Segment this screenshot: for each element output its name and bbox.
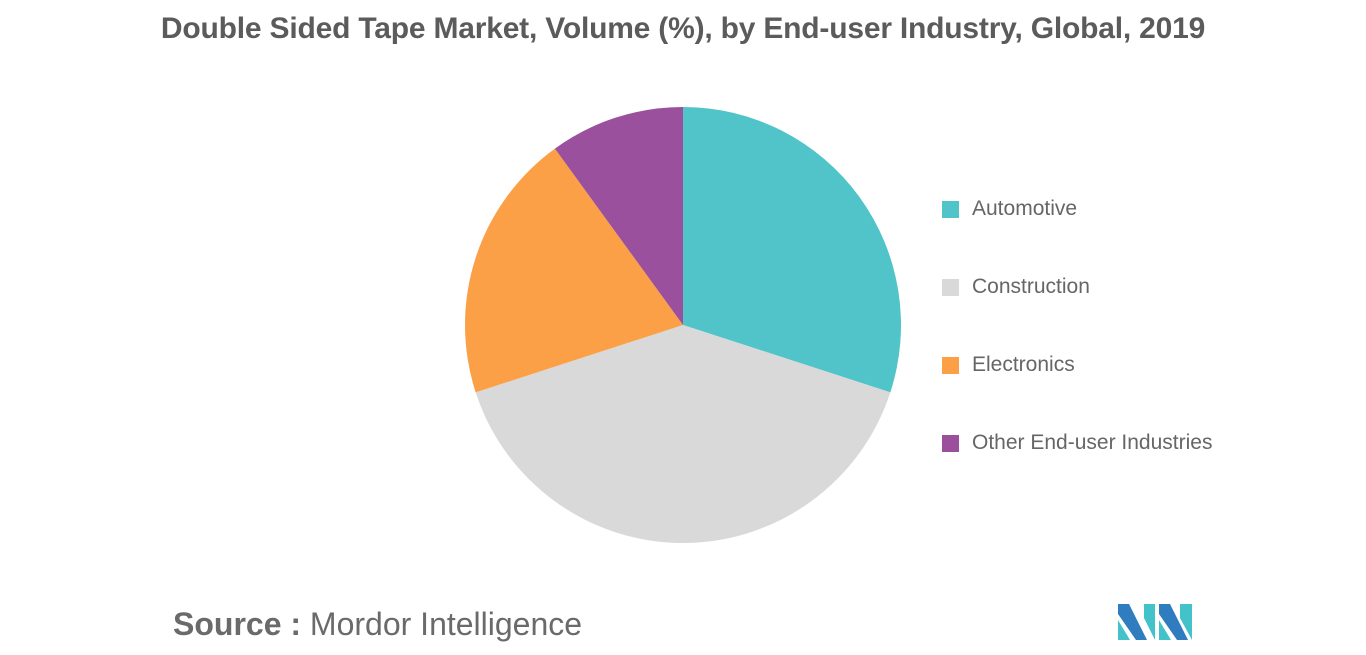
pie-slice-other [554, 107, 683, 325]
pie-slice-construction [475, 325, 891, 544]
chart-legend: Automotive Construction Electronics Othe… [942, 192, 1212, 504]
legend-item-construction: Construction [942, 270, 1212, 304]
legend-swatch-construction [942, 278, 959, 296]
legend-swatch-electronics [942, 356, 959, 374]
pie-slice-automotive [683, 107, 902, 393]
legend-item-electronics: Electronics [942, 348, 1212, 382]
chart-title: Double Sided Tape Market, Volume (%), by… [160, 12, 1206, 45]
pie-slices [464, 107, 902, 544]
source-note: Source : Mordor Intelligence [173, 606, 582, 643]
source-name: Mordor Intelligence [309, 606, 583, 642]
legend-label-automotive: Automotive [972, 197, 1078, 220]
mordor-intelligence-logo-icon [1118, 604, 1192, 640]
legend-label-electronics: Electronics [972, 353, 1075, 376]
pie-slice-electronics [464, 148, 683, 393]
legend-label-construction: Construction [972, 275, 1090, 298]
legend-swatch-other [942, 434, 959, 452]
source-prefix: Source : [173, 606, 302, 642]
legend-item-automotive: Automotive [942, 192, 1212, 226]
legend-label-other: Other End-user Industries [972, 431, 1213, 454]
legend-item-other: Other End-user Industries [942, 426, 1212, 460]
legend-swatch-automotive [942, 200, 959, 218]
